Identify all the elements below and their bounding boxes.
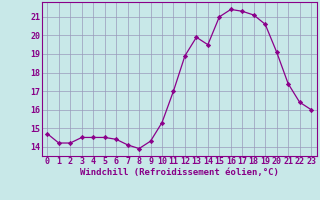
X-axis label: Windchill (Refroidissement éolien,°C): Windchill (Refroidissement éolien,°C) xyxy=(80,168,279,177)
